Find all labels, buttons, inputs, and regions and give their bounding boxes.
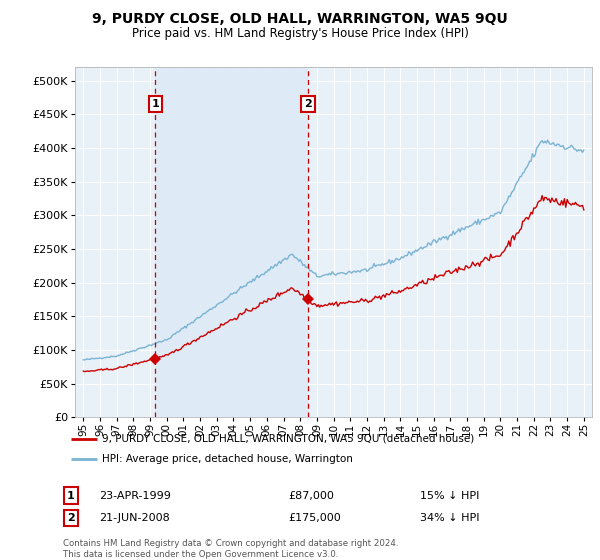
Text: 1: 1 [67, 491, 74, 501]
Text: £87,000: £87,000 [288, 491, 334, 501]
Text: 23-APR-1999: 23-APR-1999 [99, 491, 171, 501]
Text: 2: 2 [67, 513, 74, 523]
Text: £175,000: £175,000 [288, 513, 341, 523]
Text: 1: 1 [151, 99, 159, 109]
Text: 34% ↓ HPI: 34% ↓ HPI [420, 513, 479, 523]
Text: 9, PURDY CLOSE, OLD HALL, WARRINGTON, WA5 9QU: 9, PURDY CLOSE, OLD HALL, WARRINGTON, WA… [92, 12, 508, 26]
Text: 9, PURDY CLOSE, OLD HALL, WARRINGTON, WA5 9QU (detached house): 9, PURDY CLOSE, OLD HALL, WARRINGTON, WA… [103, 433, 475, 444]
Bar [155, 67, 308, 417]
Text: Price paid vs. HM Land Registry's House Price Index (HPI): Price paid vs. HM Land Registry's House … [131, 27, 469, 40]
Text: HPI: Average price, detached house, Warrington: HPI: Average price, detached house, Warr… [103, 454, 353, 464]
Text: 2: 2 [304, 99, 312, 109]
Text: 15% ↓ HPI: 15% ↓ HPI [420, 491, 479, 501]
Text: 21-JUN-2008: 21-JUN-2008 [99, 513, 170, 523]
Text: Contains HM Land Registry data © Crown copyright and database right 2024.
This d: Contains HM Land Registry data © Crown c… [63, 539, 398, 559]
